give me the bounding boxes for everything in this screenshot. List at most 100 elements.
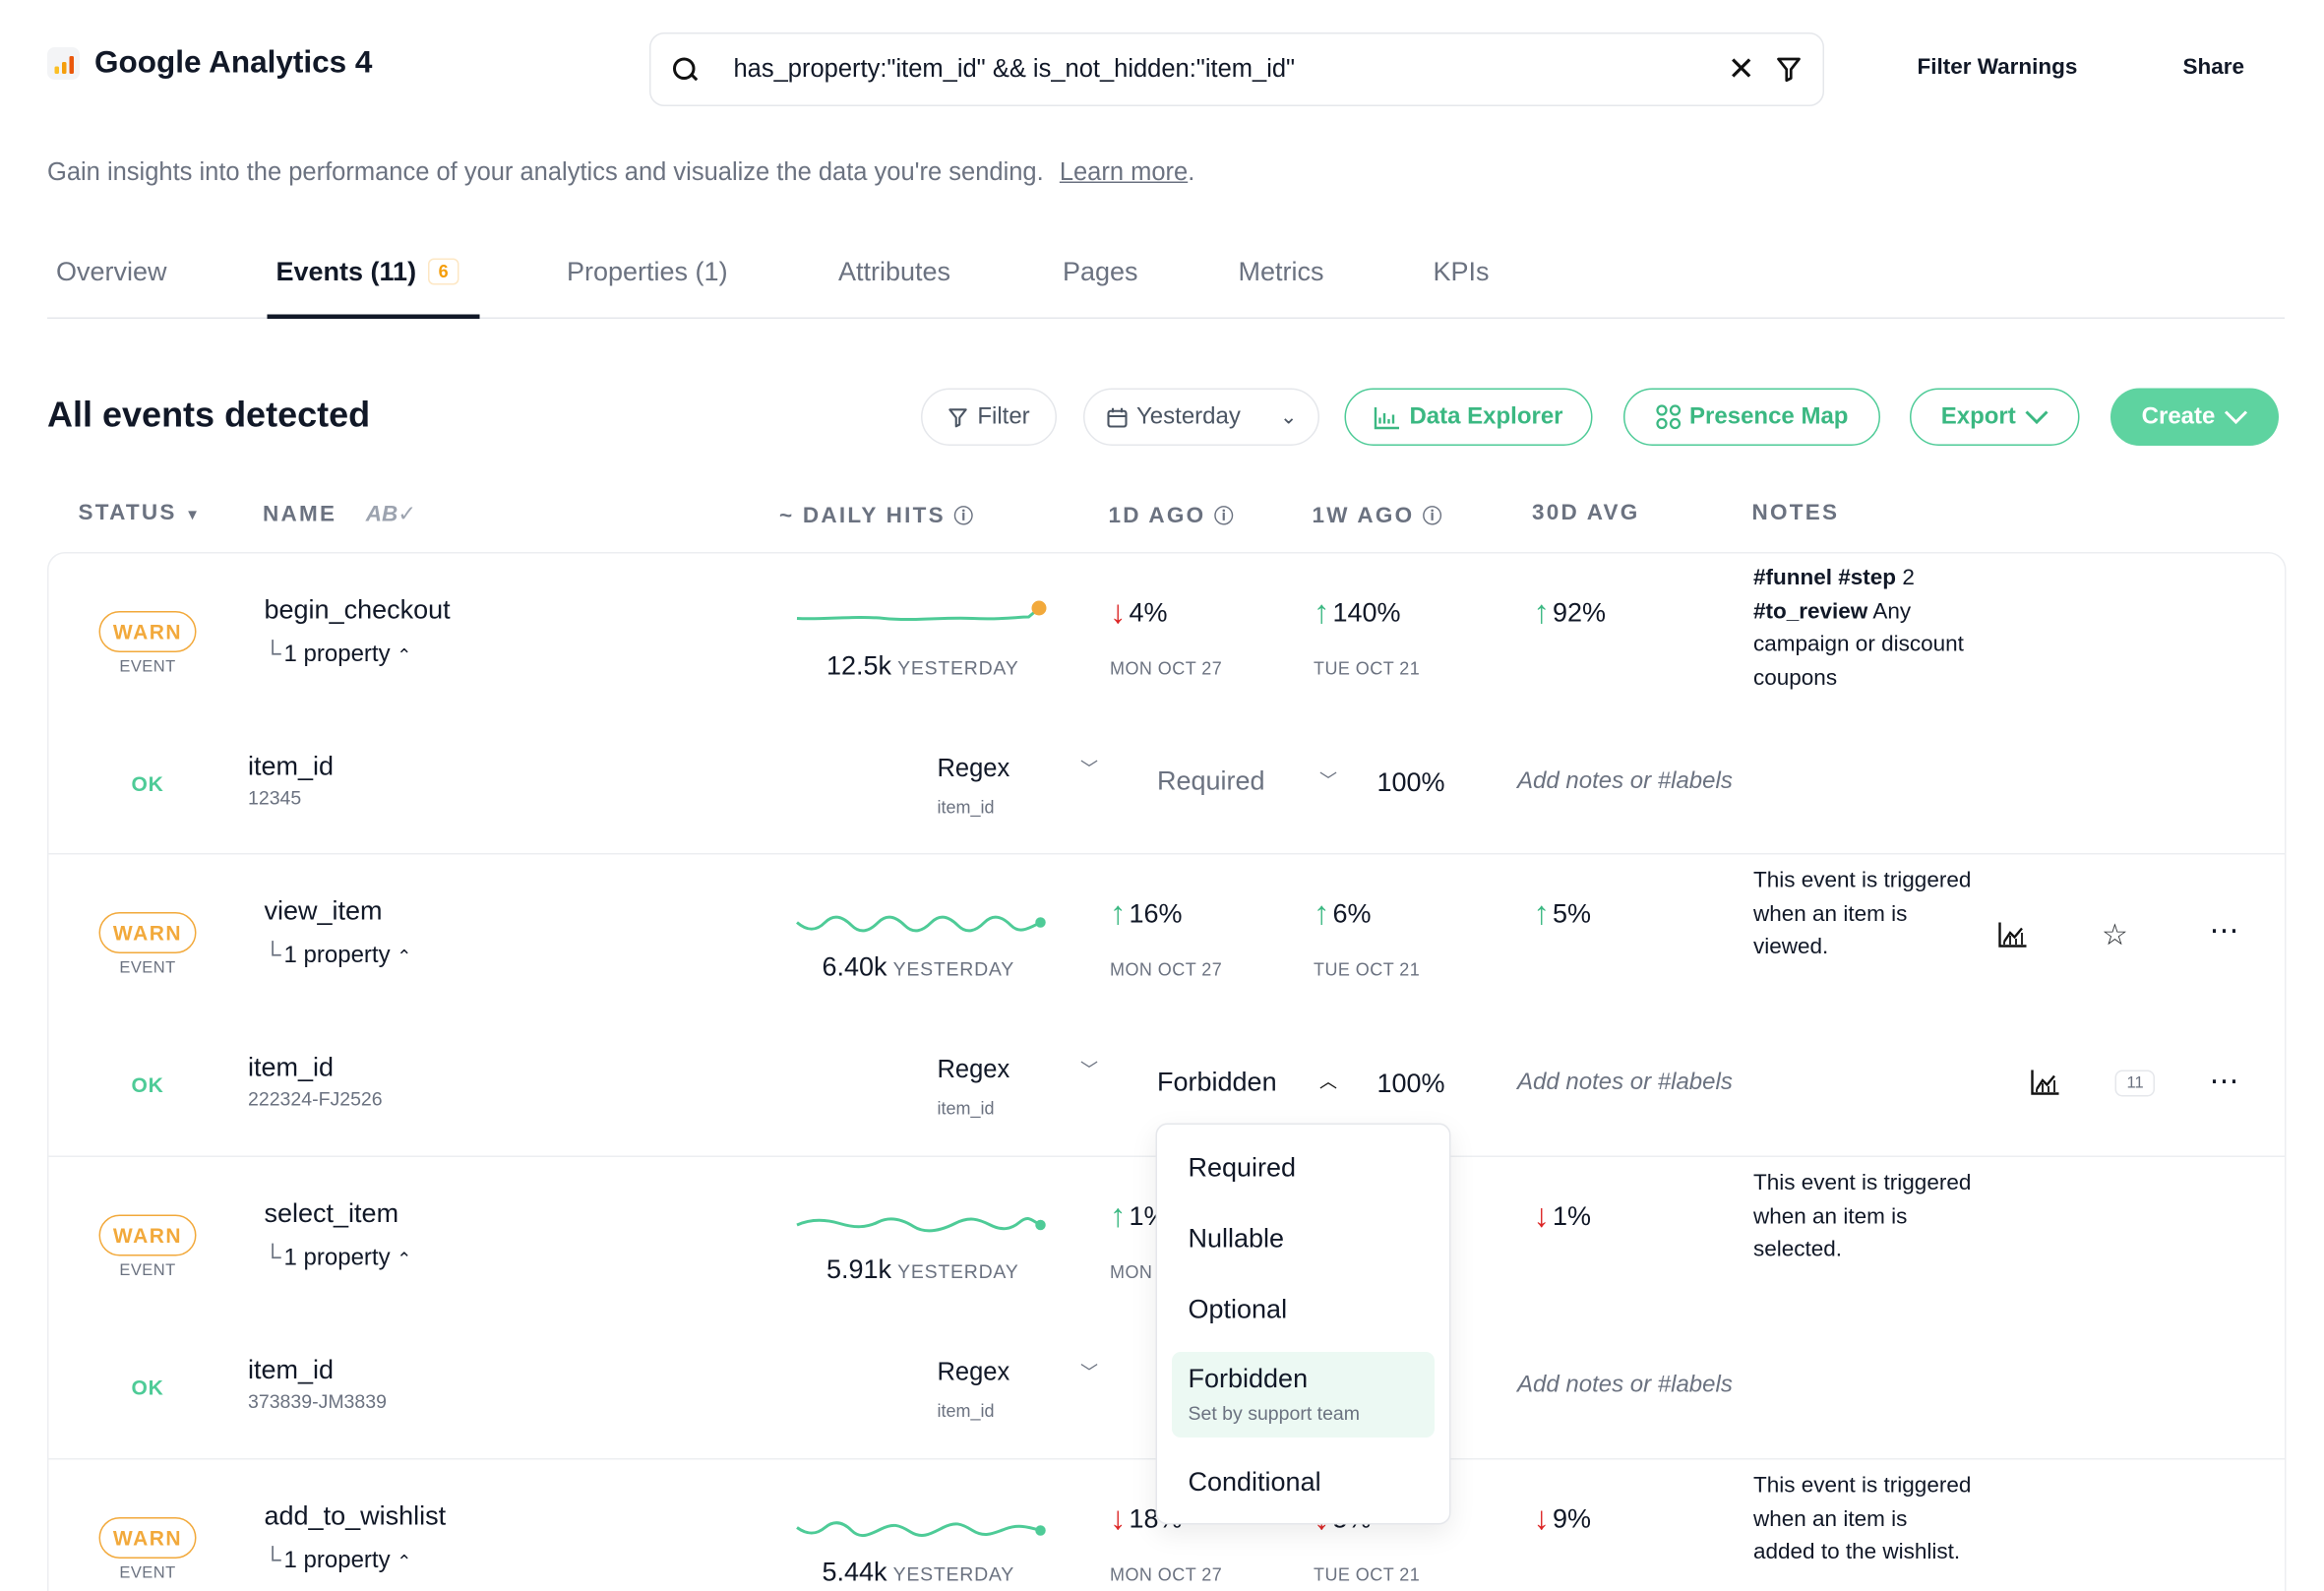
more-options-icon[interactable]: ⋯ — [2210, 1063, 2241, 1100]
tab-pages[interactable]: Pages — [1063, 257, 1138, 288]
column-1w-ago-label: 1W AGO — [1313, 504, 1415, 529]
column-name[interactable]: NAME AB✓ — [263, 501, 416, 527]
event-type-label: EVENT — [99, 658, 197, 676]
chart-icon[interactable] — [2031, 1069, 2060, 1095]
note-tag: #funnel — [1753, 566, 1832, 591]
tree-elbow-icon: └ — [265, 1246, 281, 1271]
chart-icon[interactable] — [1998, 921, 2028, 948]
tab-metrics[interactable]: Metrics — [1239, 257, 1324, 288]
subtitle-period: . — [1188, 158, 1194, 187]
search-input[interactable] — [734, 55, 1728, 85]
event-notes[interactable]: This event is triggered when an item is … — [1753, 1168, 1975, 1267]
event-notes[interactable]: This event is triggered when an item is … — [1753, 1470, 1975, 1591]
property-status: OK — [132, 1073, 164, 1097]
arrow-up-icon: ↑ — [1534, 894, 1551, 933]
option-forbidden-subtext: Set by support team — [1189, 1402, 1361, 1425]
presence-select[interactable]: Required — [1157, 766, 1265, 798]
data-explorer-button[interactable]: Data Explorer — [1345, 389, 1593, 447]
chevron-down-icon[interactable]: ﹀ — [1080, 756, 1098, 781]
chevron-up-icon: ⌃ — [397, 1552, 411, 1572]
status-badge: WARN — [99, 611, 197, 652]
usage-count-badge[interactable]: 11 — [2115, 1071, 2156, 1097]
chevron-down-icon[interactable]: ﹀ — [1080, 1360, 1098, 1385]
regex-select[interactable]: Regex — [938, 1358, 1010, 1387]
more-options-icon[interactable]: ⋯ — [2210, 912, 2241, 949]
property-value: 222324-FJ2526 — [248, 1088, 383, 1111]
chevron-up-icon[interactable]: ︿ — [1319, 1069, 1337, 1094]
option-nullable[interactable]: Nullable — [1189, 1224, 1285, 1255]
tab-overview[interactable]: Overview — [56, 257, 167, 288]
date-select[interactable]: Yesterday ⌄ — [1083, 389, 1319, 447]
event-type-label: EVENT — [99, 1262, 197, 1280]
share-button[interactable]: Share — [2183, 55, 2245, 81]
avg-30d: ↑5% — [1534, 894, 1592, 933]
column-daily-hits[interactable]: ~ DAILY HITS ⓘ — [779, 501, 975, 529]
create-button[interactable]: Create — [2110, 389, 2279, 447]
sparkline-chart — [796, 598, 1056, 628]
option-forbidden[interactable]: Forbidden — [1189, 1364, 1309, 1395]
filter-warnings-button[interactable]: Filter Warnings — [1918, 55, 2078, 81]
export-button[interactable]: Export — [1910, 389, 2080, 447]
event-name[interactable]: select_item — [265, 1198, 399, 1230]
arrow-up-icon: ↑ — [1110, 1197, 1127, 1236]
property-toggle[interactable]: └1 property ⌃ — [265, 1246, 412, 1272]
option-optional[interactable]: Optional — [1189, 1295, 1288, 1326]
option-required[interactable]: Required — [1189, 1153, 1297, 1185]
event-notes[interactable]: #funnel #step 2 #to_review Any campaign … — [1753, 563, 1975, 712]
property-name[interactable]: item_id — [248, 1355, 334, 1386]
filter-button[interactable]: Filter — [921, 389, 1057, 447]
status-badge: WARN — [99, 1517, 197, 1559]
info-icon: ⓘ — [953, 505, 975, 527]
status-badge: WARN — [99, 1215, 197, 1256]
property-value: 12345 — [248, 787, 301, 810]
presence-select[interactable]: Forbidden — [1157, 1068, 1277, 1099]
spellcheck-icon[interactable]: AB✓ — [366, 502, 416, 527]
regex-subtext: item_id — [938, 1098, 995, 1119]
property-notes-input[interactable]: Add notes or #labels — [1517, 1071, 1733, 1097]
column-status[interactable]: STATUS ▼ — [79, 501, 203, 526]
presence-map-button[interactable]: Presence Map — [1623, 389, 1880, 447]
status-badge: WARN — [99, 912, 197, 953]
change-1d-date: MON — [1110, 1262, 1152, 1283]
tab-attributes[interactable]: Attributes — [838, 257, 950, 288]
event-notes[interactable]: This event is triggered when an item is … — [1753, 865, 1975, 964]
tab-events[interactable]: Events (11)6 — [276, 257, 459, 288]
column-1d-ago[interactable]: 1D AGO ⓘ — [1109, 501, 1236, 529]
tab-kpis[interactable]: KPIs — [1434, 257, 1490, 288]
page-subtitle: Gain insights into the performance of yo… — [47, 158, 1194, 188]
property-toggle[interactable]: └1 property ⌃ — [265, 643, 412, 669]
property-notes-input[interactable]: Add notes or #labels — [1517, 1373, 1733, 1399]
chevron-down-icon — [2025, 409, 2049, 424]
subtitle-text: Gain insights into the performance of yo… — [47, 158, 1044, 187]
property-name[interactable]: item_id — [248, 1053, 334, 1084]
event-group: WARN EVENT view_item └1 property ⌃ 6.40k… — [49, 855, 2286, 1158]
property-name[interactable]: item_id — [248, 752, 334, 783]
property-notes-input[interactable]: Add notes or #labels — [1517, 769, 1733, 796]
change-1d-date: MON OCT 27 — [1110, 959, 1222, 980]
option-conditional[interactable]: Conditional — [1189, 1467, 1321, 1499]
chevron-down-icon[interactable]: ﹀ — [1080, 1057, 1098, 1082]
column-30d-avg[interactable]: 30D AVG — [1532, 501, 1640, 526]
clear-search-icon[interactable]: ✕ — [1728, 53, 1755, 86]
sparkline-chart — [796, 1516, 1056, 1546]
regex-select[interactable]: Regex — [938, 755, 1010, 784]
column-1w-ago[interactable]: 1W AGO ⓘ — [1313, 501, 1444, 529]
change-1w-value: 140% — [1333, 597, 1401, 629]
property-toggle[interactable]: └1 property ⌃ — [265, 1549, 412, 1575]
event-name[interactable]: view_item — [265, 896, 383, 928]
filter-icon[interactable] — [1776, 56, 1803, 83]
chevron-down-icon[interactable]: ﹀ — [1319, 767, 1337, 793]
star-icon[interactable]: ☆ — [2102, 917, 2128, 954]
property-toggle[interactable]: └1 property ⌃ — [265, 944, 412, 970]
event-type-label: EVENT — [99, 1564, 197, 1582]
daily-hits-label: YESTERDAY — [897, 657, 1018, 680]
event-group: WARN EVENT begin_checkout └1 property ⌃ … — [49, 554, 2286, 855]
tab-properties[interactable]: Properties (1) — [567, 257, 728, 288]
change-1d-value: 16% — [1130, 898, 1183, 930]
learn-more-link[interactable]: Learn more — [1060, 158, 1188, 187]
event-name[interactable]: begin_checkout — [265, 595, 451, 627]
event-name[interactable]: add_to_wishlist — [265, 1501, 447, 1533]
regex-select[interactable]: Regex — [938, 1056, 1010, 1085]
chevron-up-icon: ⌃ — [397, 1249, 411, 1269]
